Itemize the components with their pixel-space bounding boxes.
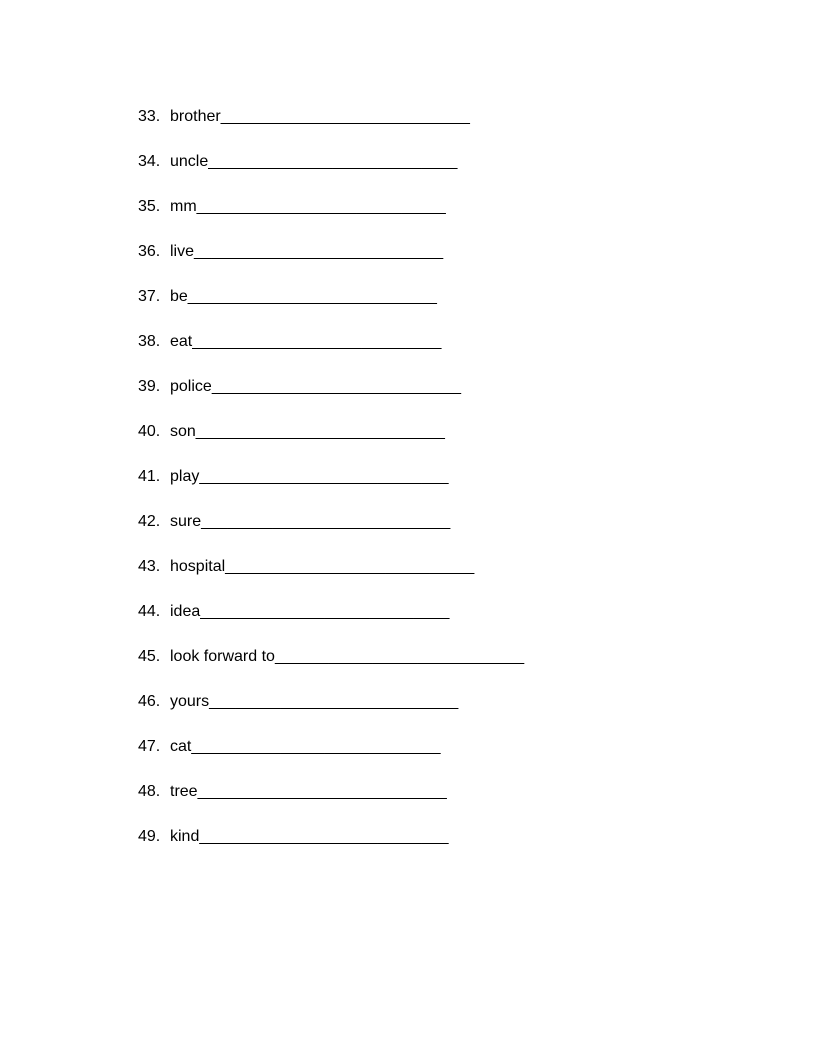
item-number: 37. — [138, 288, 170, 306]
worksheet-item: 47. cat ____________________________ — [138, 738, 816, 756]
worksheet-item: 44. idea ____________________________ — [138, 603, 816, 621]
worksheet-item: 39. police ____________________________ — [138, 378, 816, 396]
item-word: yours — [170, 693, 209, 711]
item-word: uncle — [170, 153, 208, 171]
blank-line: ____________________________ — [200, 603, 449, 621]
blank-line: ____________________________ — [201, 513, 450, 531]
item-word: sure — [170, 513, 201, 531]
blank-line: ____________________________ — [221, 108, 470, 126]
item-word: hospital — [170, 558, 225, 576]
blank-line: ____________________________ — [191, 738, 440, 756]
worksheet-item: 36. live ____________________________ — [138, 243, 816, 261]
item-word: tree — [170, 783, 198, 801]
item-word: mm — [170, 198, 197, 216]
item-number: 44. — [138, 603, 170, 621]
worksheet-item: 33. brother ____________________________ — [138, 108, 816, 126]
blank-line: ____________________________ — [209, 693, 458, 711]
worksheet-item: 41. play ____________________________ — [138, 468, 816, 486]
worksheet-list: 33. brother ____________________________… — [138, 108, 816, 846]
blank-line: ____________________________ — [192, 333, 441, 351]
item-number: 38. — [138, 333, 170, 351]
blank-line: ____________________________ — [194, 243, 443, 261]
item-word: idea — [170, 603, 200, 621]
worksheet-item: 42. sure ____________________________ — [138, 513, 816, 531]
item-number: 35. — [138, 198, 170, 216]
item-number: 41. — [138, 468, 170, 486]
worksheet-item: 37. be ____________________________ — [138, 288, 816, 306]
blank-line: ____________________________ — [196, 423, 445, 441]
item-word: brother — [170, 108, 221, 126]
blank-line: ____________________________ — [199, 828, 448, 846]
item-word: police — [170, 378, 212, 396]
item-word: look forward to — [170, 648, 275, 666]
blank-line: ____________________________ — [199, 468, 448, 486]
blank-line: ____________________________ — [225, 558, 474, 576]
item-number: 34. — [138, 153, 170, 171]
worksheet-item: 45. look forward to ____________________… — [138, 648, 816, 666]
item-number: 49. — [138, 828, 170, 846]
item-word: live — [170, 243, 194, 261]
blank-line: ____________________________ — [197, 198, 446, 216]
blank-line: ____________________________ — [208, 153, 457, 171]
item-word: son — [170, 423, 196, 441]
item-word: play — [170, 468, 199, 486]
item-number: 48. — [138, 783, 170, 801]
blank-line: ____________________________ — [212, 378, 461, 396]
worksheet-item: 46. yours ____________________________ — [138, 693, 816, 711]
worksheet-item: 38. eat ____________________________ — [138, 333, 816, 351]
item-number: 46. — [138, 693, 170, 711]
blank-line: ____________________________ — [198, 783, 447, 801]
item-number: 40. — [138, 423, 170, 441]
worksheet-item: 40. son ____________________________ — [138, 423, 816, 441]
item-number: 36. — [138, 243, 170, 261]
worksheet-item: 43. hospital ___________________________… — [138, 558, 816, 576]
item-word: cat — [170, 738, 191, 756]
item-word: eat — [170, 333, 192, 351]
worksheet-item: 48. tree ____________________________ — [138, 783, 816, 801]
item-number: 42. — [138, 513, 170, 531]
item-word: be — [170, 288, 188, 306]
item-number: 47. — [138, 738, 170, 756]
worksheet-item: 49. kind ____________________________ — [138, 828, 816, 846]
item-number: 45. — [138, 648, 170, 666]
worksheet-item: 34. uncle ____________________________ — [138, 153, 816, 171]
item-number: 33. — [138, 108, 170, 126]
item-word: kind — [170, 828, 199, 846]
blank-line: ____________________________ — [275, 648, 524, 666]
item-number: 39. — [138, 378, 170, 396]
blank-line: ____________________________ — [188, 288, 437, 306]
item-number: 43. — [138, 558, 170, 576]
worksheet-item: 35. mm ____________________________ — [138, 198, 816, 216]
